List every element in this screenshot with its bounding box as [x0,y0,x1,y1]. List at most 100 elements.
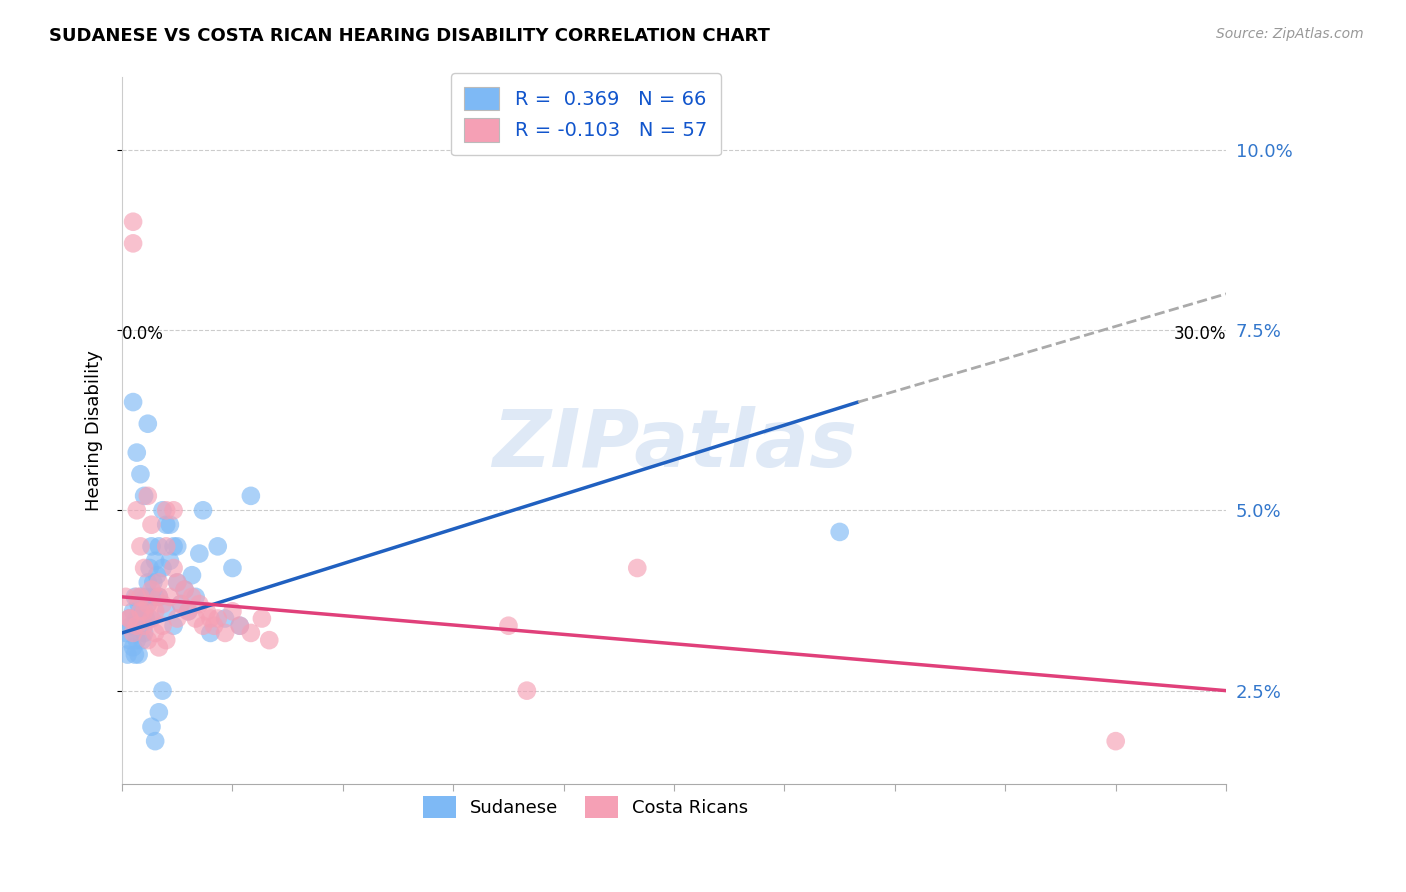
Point [122,604,145,618]
Point [191,503,214,517]
Point [136,597,159,611]
Point [141,720,163,734]
Text: ZIPatlas: ZIPatlas [492,406,856,484]
Point [122,626,145,640]
Point [155,517,177,532]
Point [141,540,163,554]
Point [146,568,169,582]
Point [131,633,153,648]
Point [162,618,184,632]
Point [136,417,159,431]
Point [498,618,520,632]
Point [138,611,160,625]
Point [259,633,281,648]
Point [141,590,163,604]
Point [152,683,174,698]
Point [131,611,153,625]
Text: SUDANESE VS COSTA RICAN HEARING DISABILITY CORRELATION CHART: SUDANESE VS COSTA RICAN HEARING DISABILI… [49,27,770,45]
Point [129,604,152,618]
Point [155,633,177,648]
Point [148,640,170,655]
Point [148,590,170,604]
Point [143,554,166,568]
Point [134,618,156,632]
Point [114,590,136,604]
Point [148,540,170,554]
Point [118,611,141,625]
Point [221,604,243,618]
Text: Source: ZipAtlas.com: Source: ZipAtlas.com [1216,27,1364,41]
Point [195,604,218,618]
Point [125,633,148,648]
Point [135,590,157,604]
Point [124,648,146,662]
Point [173,582,195,597]
Point [200,611,222,625]
Point [202,618,225,632]
Point [162,561,184,575]
Point [207,540,229,554]
Point [162,540,184,554]
Point [214,626,236,640]
Point [159,590,181,604]
Point [170,597,193,611]
Point [155,604,177,618]
Point [166,611,188,625]
Point [159,554,181,568]
Point [125,590,148,604]
Point [125,445,148,459]
Point [134,604,156,618]
Point [155,503,177,517]
Point [239,489,262,503]
Point [118,633,141,648]
Point [239,626,262,640]
Point [166,575,188,590]
Point [221,561,243,575]
Point [188,547,211,561]
Point [229,618,252,632]
Point [129,618,152,632]
Point [117,648,139,662]
Point [114,626,136,640]
Point [162,503,184,517]
Point [135,611,157,625]
Point [128,648,150,662]
Point [134,604,156,618]
Legend: Sudanese, Costa Ricans: Sudanese, Costa Ricans [416,789,755,825]
Point [250,611,273,625]
Point [118,611,141,625]
Point [229,618,252,632]
Point [152,597,174,611]
Point [122,236,145,251]
Point [207,611,229,625]
Point [152,561,174,575]
Point [184,590,207,604]
Point [155,540,177,554]
Point [136,575,159,590]
Point [141,611,163,625]
Point [122,215,145,229]
Point [129,540,152,554]
Point [181,590,204,604]
Point [129,590,152,604]
Point [128,597,150,611]
Y-axis label: Hearing Disability: Hearing Disability [86,351,103,511]
Point [138,561,160,575]
Point [152,618,174,632]
Point [125,611,148,625]
Point [200,626,222,640]
Point [122,395,145,409]
Point [118,611,141,625]
Point [125,503,148,517]
Point [148,575,170,590]
Point [124,590,146,604]
Point [1105,734,1128,748]
Point [166,540,188,554]
Point [214,611,236,625]
Point [129,467,152,482]
Point [173,582,195,597]
Point [134,626,156,640]
Point [125,618,148,632]
Point [170,597,193,611]
Point [134,489,156,503]
